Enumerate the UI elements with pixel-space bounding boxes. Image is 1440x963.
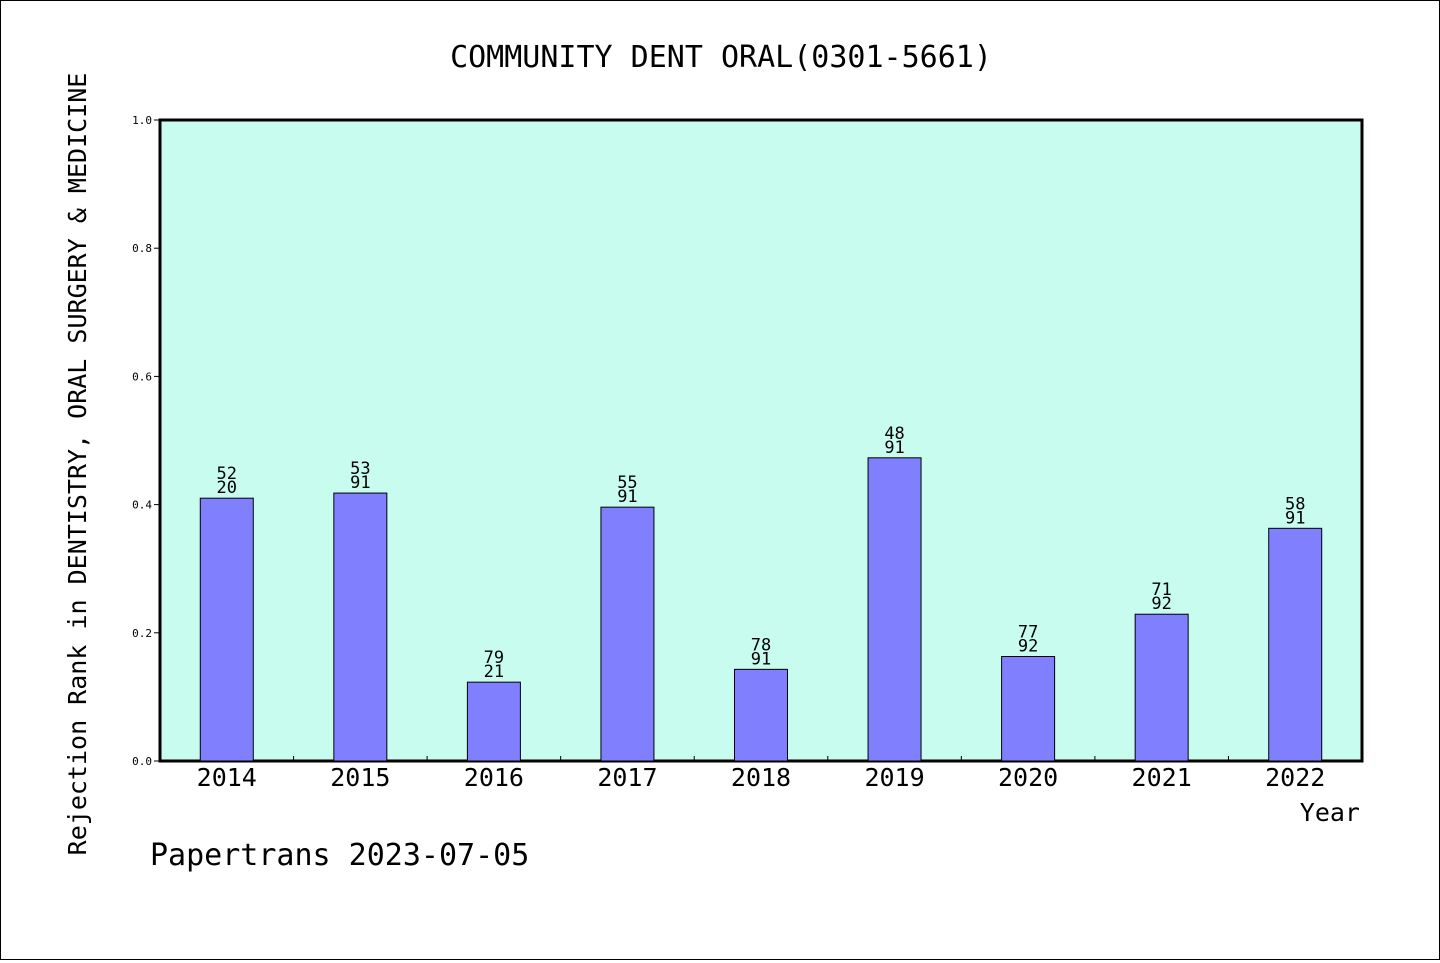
x-tick-label: 2016 [464,763,524,792]
bar-2016 [466,681,521,762]
bar-2014 [199,497,254,762]
x-tick-label: 2019 [864,763,924,792]
bar-label-bottom: 91 [751,649,771,669]
y-axis-label: Rejection Rank in DENTISTRY, ORAL SURGER… [63,73,92,856]
bar-label-bottom: 91 [1285,508,1305,528]
bar-label-top: 48 [884,424,904,444]
x-tick-label: 2022 [1265,763,1325,792]
x-axis-label: Year [1300,798,1360,827]
bar-label-top: 78 [751,635,771,655]
bar-2017 [600,506,655,762]
bar-label-top: 55 [617,473,637,493]
bar-label-bottom: 92 [1151,594,1171,614]
bar-2022 [1268,527,1323,762]
bar-2015 [333,492,388,762]
bar-label-bottom: 91 [350,473,370,493]
y-tick-label: 1.0 [132,114,152,127]
x-tick-label: 2017 [597,763,657,792]
y-axis: 0.0 0.2 0.4 0.6 0.8 1.0 [132,114,160,768]
bar-label-bottom: 91 [617,487,637,507]
bar-label-bottom: 91 [884,438,904,458]
bar-label-top: 71 [1151,580,1171,600]
bar-2021 [1134,613,1189,762]
bar-label-bottom: 92 [1018,637,1038,657]
x-tick-label: 2015 [330,763,390,792]
y-tick-label: 0.8 [132,242,152,255]
x-axis: 2014 2015 2016 2017 2018 2019 2020 2021 2022 [197,756,1325,792]
bar-label-top: 53 [350,459,370,479]
x-tick-label: 2020 [998,763,1058,792]
bar-2020 [1001,656,1056,762]
footer-text: Papertrans 2023-07-05 [150,838,529,873]
y-tick-label: 0.0 [132,755,152,768]
bar-2018 [734,668,788,762]
x-tick-label: 2014 [197,763,257,792]
bar-2019 [867,457,922,762]
y-tick-label: 0.6 [132,370,152,383]
chart-title: COMMUNITY DENT ORAL(0301-5661) [450,40,992,75]
y-tick-label: 0.4 [132,499,152,512]
bar-label-top: 79 [484,648,504,668]
x-tick-label: 2021 [1132,763,1192,792]
y-tick-label: 0.2 [132,627,152,640]
bar-label-bottom: 20 [217,478,237,498]
bar-label-top: 58 [1285,494,1305,514]
bar-label-top: 77 [1018,623,1038,643]
bar-label-bottom: 21 [484,662,504,682]
bar-label-top: 52 [217,464,237,484]
x-tick-label: 2018 [731,763,791,792]
